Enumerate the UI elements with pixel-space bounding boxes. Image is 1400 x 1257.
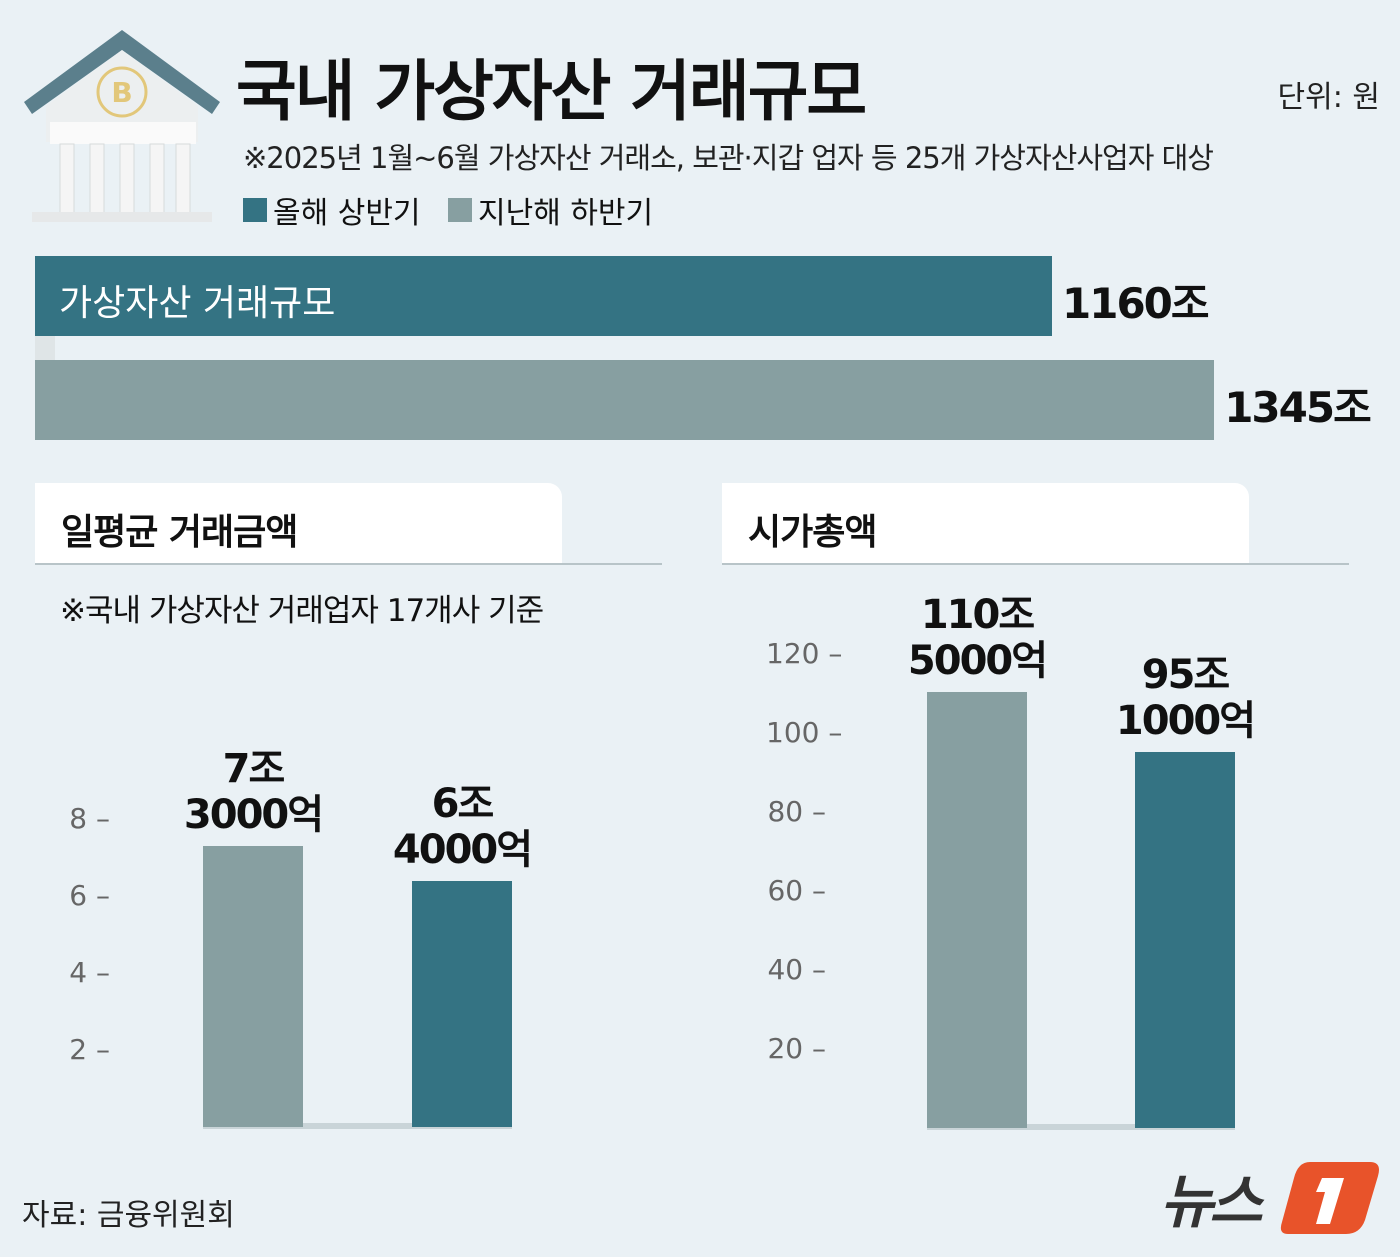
bar <box>203 845 303 1127</box>
bar-this-half-total: 가상자산 거래규모 <box>35 256 1052 336</box>
svg-text:B: B <box>111 76 132 109</box>
data-label: 110조 <box>920 591 1035 638</box>
y-tick-label: 60 – <box>767 874 826 907</box>
data-label: 1345조 <box>1224 383 1372 432</box>
legend-item-this-half: 올해 상반기 <box>243 188 421 232</box>
data-label: 95조 <box>1141 652 1230 699</box>
legend-item-last-half: 지난해 하반기 <box>448 188 653 232</box>
baseline <box>203 1123 512 1129</box>
divider <box>35 563 662 565</box>
y-tick-label: 20 – <box>767 1032 826 1065</box>
y-tick-label: 40 – <box>767 953 826 986</box>
chart-subtitle: ※국내 가상자산 거래업자 17개사 기준 <box>60 593 544 629</box>
legend-label: 올해 상반기 <box>273 196 421 231</box>
legend-label: 지난해 하반기 <box>478 196 654 231</box>
source-note: 자료: 금융위원회 <box>22 1198 235 1233</box>
panel-title: 시가총액 <box>722 483 1249 563</box>
y-tick-label: 80 – <box>767 795 826 828</box>
bar <box>1135 752 1235 1128</box>
page-title: 국내 가상자산 거래규모 <box>236 53 867 130</box>
bar <box>412 880 512 1127</box>
bar-connector <box>35 335 55 360</box>
chart-title: 가상자산 거래규모 <box>59 283 336 324</box>
y-tick-label: 100 – <box>766 716 843 749</box>
legend-swatch <box>448 198 472 222</box>
svg-text:뉴스: 뉴스 <box>1160 1168 1265 1235</box>
y-tick-label: 120 – <box>766 637 843 670</box>
data-label: 5000억 <box>907 637 1048 684</box>
y-tick-label: 4 – <box>69 956 110 989</box>
data-label: 3000억 <box>183 791 324 838</box>
data-label: 4000억 <box>392 826 533 873</box>
scope-note: ※2025년 1월~6월 가상자산 거래소, 보관·지갑 업자 등 25개 가상… <box>243 141 1214 175</box>
unit-label: 단위: 원 <box>1277 80 1380 115</box>
bank-bitcoin-icon: B <box>20 22 225 222</box>
bar-last-half-total <box>35 360 1215 440</box>
divider <box>722 563 1349 565</box>
data-label: 7조 <box>222 745 286 792</box>
data-label: 1000억 <box>1115 698 1256 745</box>
y-tick-label: 2 – <box>69 1033 110 1066</box>
baseline <box>927 1124 1235 1130</box>
data-label: 1160조 <box>1062 279 1210 328</box>
y-tick-label: 8 – <box>69 802 110 835</box>
panel-title: 일평균 거래금액 <box>35 483 562 563</box>
y-tick-label: 6 – <box>69 879 110 912</box>
news1-logo: 뉴스 <box>1160 1160 1380 1236</box>
bar <box>927 691 1027 1128</box>
data-label: 6조 <box>431 780 495 827</box>
legend-swatch <box>243 198 267 222</box>
